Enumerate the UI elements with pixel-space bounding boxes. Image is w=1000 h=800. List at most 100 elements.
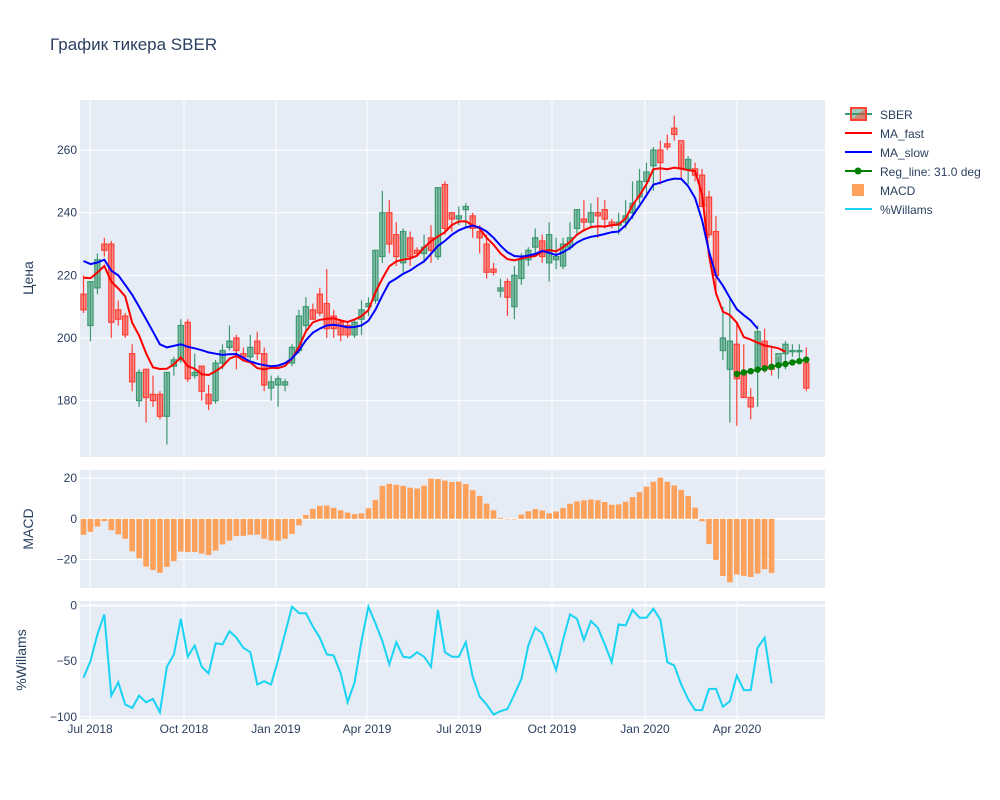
- macd-y-axis-label: MACD: [20, 508, 36, 549]
- candle-body: [587, 212, 595, 223]
- macd-bar: [643, 486, 650, 519]
- legend-sber-down-icon: [851, 108, 866, 120]
- reg-line-marker: [782, 360, 789, 368]
- candle-body: [532, 237, 539, 248]
- macd-bar: [546, 513, 552, 519]
- legend-item-ma-fast[interactable]: MA_fast: [845, 127, 925, 141]
- macd-bar: [268, 518, 274, 541]
- candle-body: [671, 127, 678, 136]
- candle-body: [254, 340, 261, 355]
- x-tick-label: Apr 2020: [713, 722, 762, 736]
- candle-body: [177, 324, 184, 361]
- price-panel-background: [80, 100, 825, 457]
- candle: [747, 388, 754, 420]
- candle-body: [657, 149, 664, 164]
- candle-body: [726, 340, 734, 370]
- candle-body: [281, 381, 289, 386]
- macd-panel: −20 0 20 MACD: [20, 470, 825, 588]
- x-tick-label: Oct 2018: [160, 722, 209, 736]
- legend-label-willams: %Willams: [880, 203, 933, 217]
- macd-bar: [122, 518, 128, 539]
- candle: [657, 140, 664, 185]
- candle: [177, 319, 184, 364]
- candle: [87, 281, 94, 342]
- candle-body: [719, 337, 727, 352]
- reg-line-marker: [796, 357, 803, 365]
- x-tick-label: Jan 2020: [620, 722, 670, 736]
- candle: [664, 134, 671, 151]
- candle: [504, 278, 511, 317]
- willams-panel: −100 −50 0 %Willams: [13, 598, 825, 724]
- macd-bar: [323, 505, 330, 519]
- price-y-tick-label: 180: [57, 394, 77, 408]
- macd-bar: [692, 507, 698, 519]
- legend-item-sber[interactable]: SBER: [845, 107, 913, 122]
- candle: [511, 265, 518, 320]
- macd-bar: [476, 495, 483, 519]
- ma-fast-line: [83, 166, 786, 377]
- macd-bar: [178, 518, 184, 552]
- macd-bar: [497, 517, 504, 519]
- candle: [532, 228, 539, 254]
- candle: [789, 344, 796, 357]
- macd-bar: [747, 518, 754, 578]
- macd-bar: [442, 480, 448, 519]
- candle-body: [650, 149, 657, 167]
- legend-item-willams[interactable]: %Willams: [845, 203, 933, 217]
- candle: [142, 368, 150, 423]
- macd-bar: [365, 508, 372, 519]
- x-tick-label: Oct 2019: [528, 722, 577, 736]
- candle-body: [149, 393, 157, 402]
- candle-body: [747, 396, 754, 408]
- legend-item-ma-slow[interactable]: MA_slow: [845, 146, 929, 160]
- candle: [573, 209, 581, 235]
- willams-y-tick-label: −50: [57, 654, 78, 668]
- macd-bar: [205, 518, 212, 556]
- candle: [247, 334, 254, 360]
- macd-bar: [379, 485, 386, 519]
- candle: [400, 228, 407, 273]
- macd-bar: [143, 518, 149, 567]
- candle-body: [219, 349, 226, 364]
- candle: [101, 237, 108, 257]
- candle: [254, 331, 261, 360]
- legend-item-reg-line[interactable]: Reg_line: 31.0 deg: [845, 165, 981, 179]
- macd-bar: [671, 485, 678, 519]
- candle-body: [705, 196, 713, 236]
- willams-y-tick-label: −100: [50, 710, 77, 724]
- macd-bar: [344, 512, 351, 519]
- candle-body: [274, 378, 282, 386]
- macd-bar: [289, 518, 295, 534]
- macd-bar: [768, 518, 775, 573]
- macd-bar: [469, 490, 476, 519]
- candle-body: [740, 371, 747, 399]
- legend[interactable]: SBER MA_fast MA_slow Reg_line: 31.0 deg …: [845, 107, 981, 217]
- reg-line-marker: [740, 369, 747, 376]
- macd-bar: [699, 518, 705, 522]
- macd-bar: [414, 488, 420, 519]
- candle-body: [198, 365, 205, 392]
- candle-body: [483, 243, 490, 273]
- willams-y-tick-labels: −100 −50 0: [50, 598, 77, 723]
- price-gridlines-y: [80, 149, 825, 402]
- macd-y-tick-label: −20: [57, 553, 78, 567]
- candle-body: [212, 362, 219, 402]
- macd-bar: [761, 518, 768, 570]
- macd-bar: [553, 511, 559, 519]
- candle-body: [441, 183, 449, 229]
- candle-body: [184, 321, 191, 380]
- candle-body: [803, 362, 810, 389]
- macd-bar: [629, 497, 636, 519]
- reg-line-markers: [733, 356, 810, 378]
- legend-item-macd[interactable]: MACD: [852, 184, 916, 198]
- candle: [441, 181, 449, 235]
- candle-body: [552, 255, 560, 261]
- ma-slow-line: [83, 177, 759, 368]
- candle-body: [497, 287, 504, 292]
- candle-body: [87, 281, 94, 327]
- candle-body: [455, 215, 463, 220]
- macd-bar: [282, 518, 288, 539]
- macd-bar: [608, 504, 615, 519]
- macd-bar: [310, 508, 316, 519]
- macd-bar: [129, 518, 135, 552]
